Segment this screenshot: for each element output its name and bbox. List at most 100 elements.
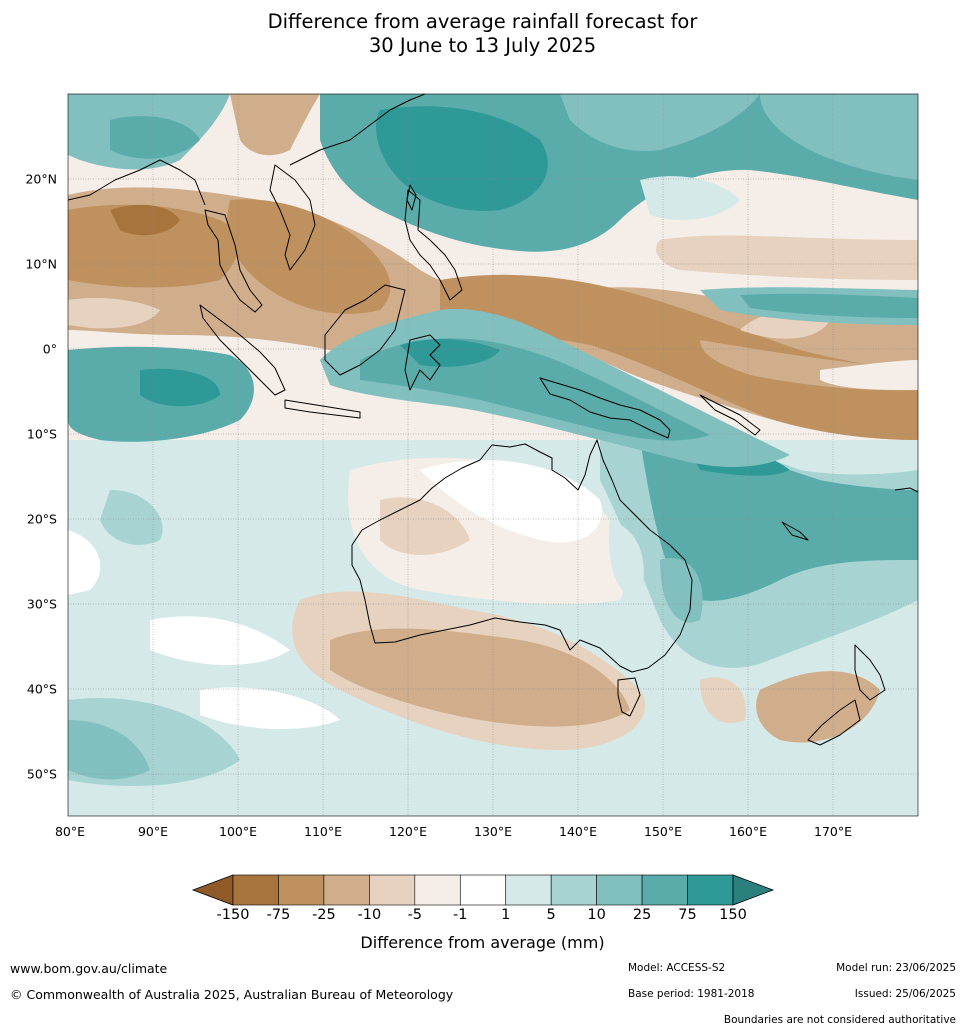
lon-label: 130°E bbox=[473, 824, 513, 839]
indian-ocean-wet bbox=[68, 440, 343, 654]
coast-sulawesi bbox=[404, 334, 441, 391]
lon-label: 110°E bbox=[303, 824, 343, 839]
white-band-2 bbox=[200, 687, 340, 730]
coast-australia bbox=[351, 439, 693, 673]
colorbar-swatch bbox=[505, 874, 552, 906]
colorbar-tick-label: -75 bbox=[266, 907, 291, 923]
coast-india bbox=[68, 159, 206, 206]
coast-taiwan bbox=[406, 184, 417, 211]
australia-west-dry bbox=[380, 497, 470, 555]
colorbar-swatch bbox=[550, 874, 597, 906]
colorbar-swatch bbox=[687, 874, 734, 906]
model-text: Model: ACCESS-S2 bbox=[628, 962, 726, 974]
coast-tasmania bbox=[617, 677, 641, 717]
colorbar-high-extend bbox=[732, 874, 775, 906]
indian-ocean-wettest bbox=[140, 368, 220, 407]
central-pacific-dry bbox=[656, 235, 918, 280]
coastlines bbox=[68, 94, 918, 746]
lat-label: 50°S bbox=[26, 766, 57, 782]
colorbar-tick-label: 5 bbox=[546, 907, 556, 923]
model-run-text: Model run: 23/06/2025 bbox=[836, 962, 956, 974]
coast-new-zealand-south bbox=[807, 699, 861, 746]
coast-china bbox=[289, 94, 426, 166]
colorbar-swatch bbox=[596, 874, 643, 906]
lon-label: 90°E bbox=[137, 824, 169, 839]
far-southwest-wetter bbox=[68, 720, 150, 780]
colorbar-tick-label: -150 bbox=[216, 907, 250, 923]
copyright-text: © Commonwealth of Australia 2025, Austra… bbox=[10, 987, 454, 1002]
colorbar-tick-label: -25 bbox=[312, 907, 336, 923]
lon-label: 80°E bbox=[54, 824, 86, 839]
bay-of-bengal-dry bbox=[68, 204, 239, 288]
lat-label: 30°S bbox=[26, 596, 57, 612]
colorbar-tick-label: 10 bbox=[587, 907, 606, 923]
sulawesi-wettest bbox=[400, 338, 500, 367]
lat-label: 10°N bbox=[25, 256, 57, 272]
map-field bbox=[68, 94, 918, 816]
north-pacific-moderate bbox=[560, 94, 760, 151]
colorbar-tick-label: 150 bbox=[719, 907, 747, 923]
central-pacific-wetter-band bbox=[740, 293, 918, 318]
lon-label: 160°E bbox=[728, 824, 768, 839]
website-link[interactable]: www.bom.gov.au/climate bbox=[10, 961, 168, 976]
coast-vietnam bbox=[269, 164, 316, 271]
colorbar-swatch bbox=[459, 874, 507, 906]
coast-new-zealand-north bbox=[854, 644, 886, 701]
colorbar-tick-label: -5 bbox=[407, 907, 423, 923]
issued-text: Issued: 25/06/2025 bbox=[854, 988, 956, 1000]
south-china-dry bbox=[230, 94, 320, 156]
coast-philippines bbox=[404, 189, 463, 301]
colorbar-swatch bbox=[641, 874, 688, 906]
lat-label: 20°S bbox=[26, 511, 57, 527]
coast-indochina bbox=[204, 209, 263, 313]
north-pacific-wettest bbox=[376, 106, 548, 211]
colorbar-swatch bbox=[232, 874, 279, 906]
tasman-dry bbox=[756, 671, 880, 743]
ne-pacific-wet bbox=[760, 94, 918, 180]
coast-java bbox=[284, 399, 361, 419]
colorbar-low-extend bbox=[191, 874, 234, 906]
south-australia-drier bbox=[330, 628, 630, 727]
coral-sea-wetter bbox=[640, 440, 918, 601]
colorbar-tick-label: -10 bbox=[357, 907, 382, 923]
base-period-text: Base period: 1981-2018 bbox=[628, 988, 755, 1000]
graticule bbox=[68, 94, 918, 816]
lon-label: 100°E bbox=[218, 824, 258, 839]
lat-label: 10°S bbox=[26, 426, 57, 442]
pacific-light-wet bbox=[640, 176, 740, 220]
coast-borneo bbox=[324, 284, 406, 376]
south-china-sea-dry bbox=[227, 199, 391, 314]
colorbar bbox=[191, 874, 775, 906]
lon-label: 170°E bbox=[813, 824, 853, 839]
white-band-1 bbox=[150, 616, 290, 665]
disclaimer-text: Boundaries are not considered authoritat… bbox=[723, 1014, 956, 1026]
west-white-band bbox=[68, 530, 101, 595]
bay-of-bengal-drier bbox=[110, 204, 180, 236]
lat-label: 40°S bbox=[26, 681, 57, 697]
colorbar-tick-label: 25 bbox=[632, 907, 652, 923]
sri-lanka-dry bbox=[68, 298, 160, 329]
northwest-wetter bbox=[110, 116, 200, 159]
map-title: Difference from average rainfall forecas… bbox=[0, 10, 965, 58]
colorbar-swatch bbox=[278, 874, 325, 906]
pacific-neutral-patch bbox=[820, 360, 918, 390]
east-coast-wet bbox=[609, 520, 644, 600]
lat-label: 20°N bbox=[25, 171, 57, 187]
coast-sumatra bbox=[199, 304, 286, 396]
map-frame bbox=[67, 93, 919, 817]
east-australia-wet bbox=[660, 558, 703, 623]
coast-new-caledonia bbox=[781, 521, 809, 541]
colorbar-swatch bbox=[323, 874, 370, 906]
colorbar-tick-label: -1 bbox=[453, 907, 468, 923]
coast-solomons bbox=[699, 394, 761, 436]
lon-label: 140°E bbox=[558, 824, 598, 839]
pacific-dry-band bbox=[440, 274, 918, 440]
lon-label: 150°E bbox=[643, 824, 683, 839]
colorbar-swatch bbox=[414, 874, 461, 906]
title-line-2: 30 June to 13 July 2025 bbox=[368, 34, 597, 57]
title-line-1: Difference from average rainfall forecas… bbox=[267, 10, 698, 33]
colorbar-swatch bbox=[369, 874, 416, 906]
australia-north-white bbox=[420, 460, 602, 543]
colorbar-tick-label: 1 bbox=[501, 907, 511, 923]
